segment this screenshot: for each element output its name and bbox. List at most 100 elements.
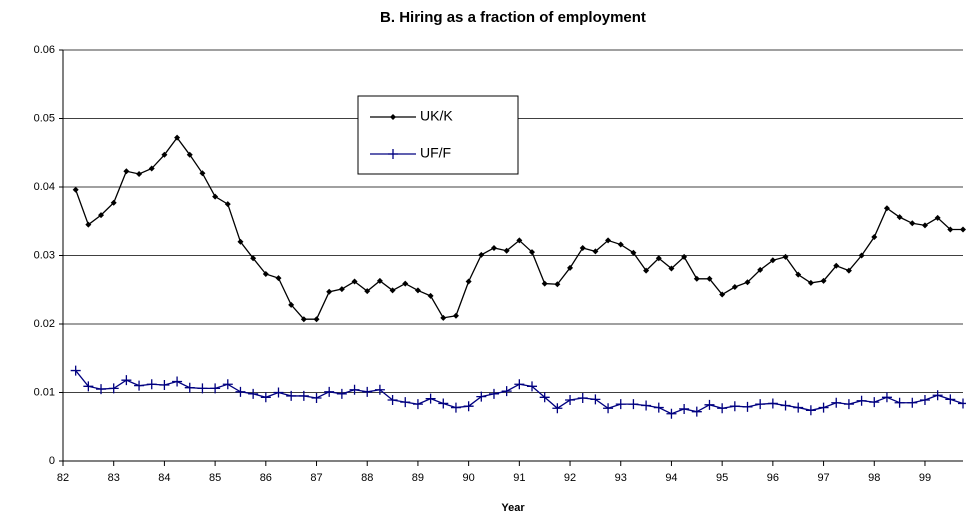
marker bbox=[541, 280, 548, 287]
legend-box bbox=[357, 95, 519, 175]
marker bbox=[693, 275, 700, 282]
marker bbox=[679, 403, 690, 414]
marker bbox=[250, 255, 257, 262]
marker bbox=[921, 222, 928, 229]
marker bbox=[871, 234, 878, 241]
x-tick-label: 82 bbox=[57, 472, 69, 484]
y-tick-label: 0.03 bbox=[34, 249, 55, 261]
marker bbox=[70, 365, 81, 376]
marker bbox=[782, 253, 789, 260]
marker bbox=[909, 220, 916, 227]
marker bbox=[326, 288, 333, 295]
marker bbox=[514, 379, 525, 390]
legend-marker bbox=[388, 149, 398, 159]
x-tick-label: 99 bbox=[919, 472, 931, 484]
marker bbox=[136, 170, 143, 177]
marker bbox=[704, 399, 715, 410]
marker bbox=[579, 244, 586, 251]
marker bbox=[212, 193, 219, 200]
marker bbox=[653, 402, 664, 413]
marker bbox=[389, 287, 396, 294]
marker bbox=[539, 392, 550, 403]
marker bbox=[666, 408, 677, 419]
marker bbox=[919, 395, 930, 406]
marker bbox=[706, 275, 713, 282]
marker bbox=[273, 387, 284, 398]
marker bbox=[288, 301, 295, 308]
marker bbox=[881, 392, 892, 403]
y-tick-label: 0.02 bbox=[34, 318, 55, 330]
marker bbox=[805, 405, 816, 416]
x-axis-label: Year bbox=[501, 502, 525, 514]
x-tick-label: 91 bbox=[513, 472, 525, 484]
marker bbox=[387, 395, 398, 406]
marker bbox=[161, 151, 168, 158]
x-tick-label: 84 bbox=[158, 472, 170, 484]
marker bbox=[85, 221, 92, 228]
marker bbox=[958, 398, 966, 409]
marker bbox=[592, 248, 599, 255]
marker bbox=[729, 401, 740, 412]
x-tick-label: 92 bbox=[564, 472, 576, 484]
marker bbox=[362, 386, 373, 397]
marker bbox=[932, 390, 943, 401]
y-tick-label: 0.06 bbox=[34, 44, 55, 56]
x-tick-label: 87 bbox=[310, 472, 322, 484]
marker bbox=[338, 286, 345, 293]
marker bbox=[110, 199, 117, 206]
marker bbox=[755, 399, 766, 410]
marker bbox=[527, 381, 538, 392]
marker bbox=[845, 267, 852, 274]
marker bbox=[374, 384, 385, 395]
marker bbox=[769, 257, 776, 264]
marker bbox=[438, 398, 449, 409]
y-tick-label: 0.04 bbox=[34, 181, 55, 193]
marker bbox=[757, 266, 764, 273]
marker bbox=[907, 397, 918, 408]
x-tick-label: 94 bbox=[665, 472, 677, 484]
marker bbox=[400, 397, 411, 408]
x-tick-label: 86 bbox=[260, 472, 272, 484]
marker bbox=[351, 278, 358, 285]
marker bbox=[615, 399, 626, 410]
marker bbox=[108, 383, 119, 394]
marker bbox=[172, 376, 183, 387]
marker bbox=[833, 262, 840, 269]
marker bbox=[643, 267, 650, 274]
marker bbox=[858, 252, 865, 259]
marker bbox=[478, 251, 485, 258]
marker bbox=[298, 390, 309, 401]
series-line bbox=[75, 136, 963, 320]
x-tick-label: 93 bbox=[615, 472, 627, 484]
y-tick-label: 0.05 bbox=[34, 112, 55, 124]
marker bbox=[795, 271, 802, 278]
y-tick-label: 0.01 bbox=[34, 386, 55, 398]
marker bbox=[552, 403, 563, 414]
marker bbox=[717, 403, 728, 414]
marker bbox=[945, 394, 956, 405]
marker bbox=[488, 388, 499, 399]
marker bbox=[465, 278, 472, 285]
marker bbox=[577, 392, 588, 403]
marker bbox=[336, 388, 347, 399]
marker bbox=[237, 238, 244, 245]
marker bbox=[603, 403, 614, 414]
marker bbox=[222, 379, 233, 390]
marker bbox=[617, 241, 624, 248]
marker bbox=[516, 237, 523, 244]
marker bbox=[311, 392, 322, 403]
marker bbox=[186, 151, 193, 158]
marker bbox=[818, 402, 829, 413]
marker bbox=[235, 386, 246, 397]
marker bbox=[630, 249, 637, 256]
marker bbox=[896, 214, 903, 221]
marker bbox=[641, 400, 652, 411]
marker bbox=[210, 383, 221, 394]
marker bbox=[681, 253, 688, 260]
marker bbox=[197, 383, 208, 394]
marker bbox=[83, 381, 94, 392]
marker bbox=[260, 392, 271, 403]
marker bbox=[427, 292, 434, 299]
x-tick-label: 96 bbox=[767, 472, 779, 484]
